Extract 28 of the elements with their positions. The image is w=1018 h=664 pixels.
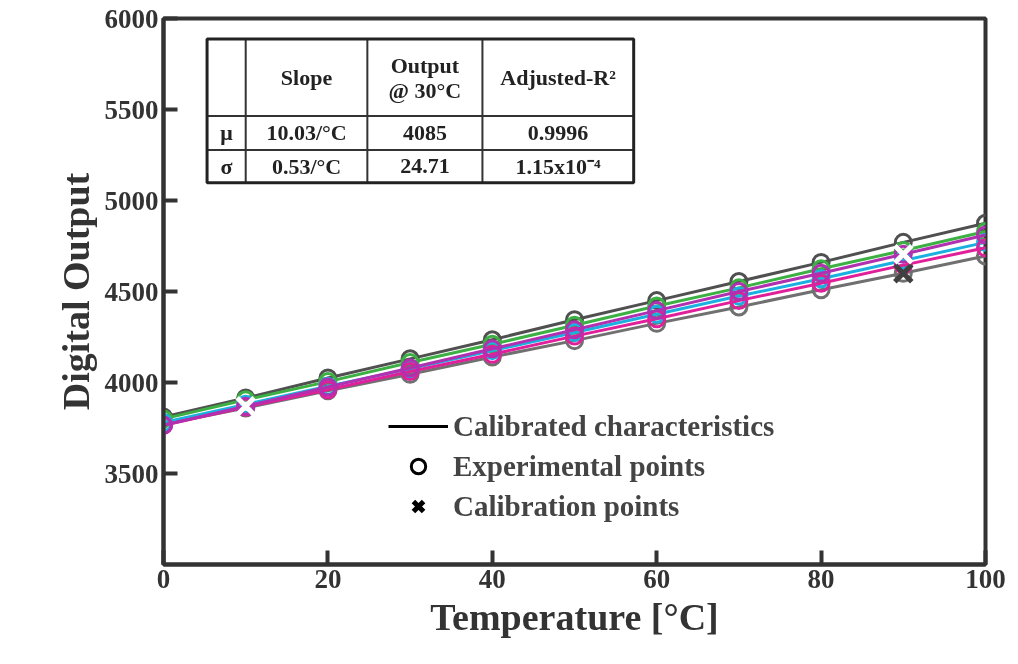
annotation: 0.53/°C <box>271 153 342 179</box>
y-tick-label: 5000 <box>104 185 159 216</box>
annotation: 0.9996 <box>527 119 589 145</box>
annotation: 24.71 <box>400 153 450 179</box>
y-tick-label: 3500 <box>104 458 159 489</box>
y-tick-label: 4500 <box>104 276 159 307</box>
annotation: Output @ 30°C <box>388 52 462 103</box>
y-tick-label: 5500 <box>104 94 159 125</box>
y-tick-label: 4000 <box>104 367 159 398</box>
x-tick-label: 0 <box>156 563 171 594</box>
x-tick-label: 20 <box>314 563 342 594</box>
annotation: 1.15x10⁻⁴ <box>515 153 602 179</box>
y-axis-title: Digital Output <box>54 172 97 411</box>
legend-label: Calibration points <box>453 488 680 524</box>
y-tick-label: 6000 <box>104 3 159 34</box>
annotation: Slope <box>280 65 333 91</box>
annotation: 4085 <box>402 119 447 145</box>
x-tick-label: 100 <box>965 563 1006 594</box>
x-axis-title: Temperature [°C] <box>430 595 719 638</box>
legend-label: Experimental points <box>453 448 706 484</box>
x-tick-label: 40 <box>478 563 506 594</box>
annotation: σ <box>220 153 233 179</box>
annotation: Adjusted-R² <box>500 65 617 91</box>
x-tick-label: 80 <box>807 563 835 594</box>
x-tick-label: 60 <box>643 563 671 594</box>
annotation: μ <box>220 120 234 146</box>
legend-label: Calibrated characteristics <box>453 408 775 444</box>
annotation: 10.03/°C <box>266 120 347 146</box>
